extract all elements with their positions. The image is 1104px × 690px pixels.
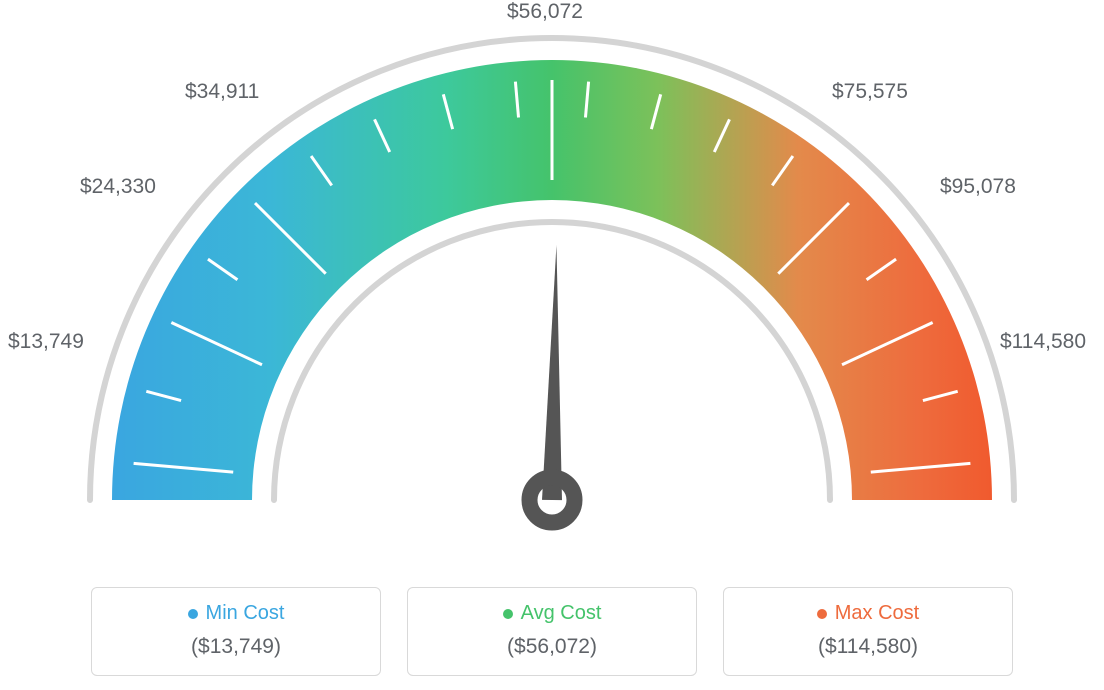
gauge-area: $13,749 $24,330 $34,911 $56,072 $75,575 $95,0… <box>0 0 1104 560</box>
legend-value-max: ($114,580) <box>734 635 1002 659</box>
legend-title-text: Min Cost <box>206 602 285 625</box>
legend-row: Min Cost ($13,749) Avg Cost ($56,072) Ma… <box>0 587 1104 676</box>
legend-title-max: Max Cost <box>817 602 919 625</box>
dot-icon-min <box>188 609 198 619</box>
gauge-tick-label: $75,575 <box>832 80 908 104</box>
legend-card-avg: Avg Cost ($56,072) <box>407 587 697 676</box>
gauge-svg <box>0 0 1104 560</box>
dot-icon-avg <box>503 609 513 619</box>
gauge-tick-label: $24,330 <box>80 175 156 199</box>
legend-title-text: Max Cost <box>835 602 919 625</box>
legend-card-max: Max Cost ($114,580) <box>723 587 1013 676</box>
gauge-tick-label: $56,072 <box>507 0 583 24</box>
gauge-tick-label: $114,580 <box>1000 330 1086 354</box>
gauge-tick-label: $34,911 <box>185 80 259 104</box>
gauge-tick-label: $95,078 <box>940 175 1016 199</box>
legend-title-text: Avg Cost <box>521 602 602 625</box>
legend-value-avg: ($56,072) <box>418 635 686 659</box>
legend-title-min: Min Cost <box>188 602 285 625</box>
gauge-tick-label: $13,749 <box>8 330 84 354</box>
legend-title-avg: Avg Cost <box>503 602 602 625</box>
legend-card-min: Min Cost ($13,749) <box>91 587 381 676</box>
legend-value-min: ($13,749) <box>102 635 370 659</box>
dot-icon-max <box>817 609 827 619</box>
cost-gauge-widget: $13,749 $24,330 $34,911 $56,072 $75,575 $95,0… <box>0 0 1104 690</box>
